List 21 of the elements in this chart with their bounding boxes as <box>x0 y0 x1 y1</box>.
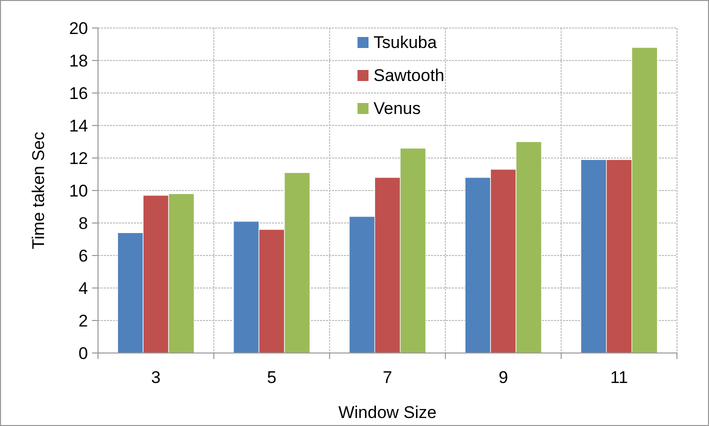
y-tick-label: 10 <box>69 181 88 200</box>
x-tick-label: 7 <box>382 368 392 387</box>
x-axis-title: Window Size <box>338 403 437 422</box>
y-tick-label: 4 <box>78 278 88 298</box>
y-tick-label: 2 <box>78 311 88 330</box>
x-tick-label: 3 <box>151 368 161 387</box>
x-tick-label: 5 <box>266 368 276 387</box>
legend-label: Sawtooth <box>374 66 444 85</box>
x-tick-label: 9 <box>498 368 508 387</box>
legend-label: Venus <box>374 99 421 118</box>
y-axis-title: Time taken Sec <box>29 131 48 250</box>
y-tick-label: 0 <box>78 344 88 363</box>
y-tick-label: 16 <box>69 84 88 103</box>
y-tick-label: 12 <box>69 148 88 168</box>
y-tick-label: 18 <box>69 51 88 70</box>
y-tick-label: 14 <box>69 116 88 136</box>
y-tick-label: 20 <box>69 18 88 38</box>
y-tick-label: 8 <box>78 214 88 233</box>
y-tick-label: 6 <box>78 246 88 266</box>
x-tick-label: 11 <box>610 368 628 387</box>
legend-label: Tsukuba <box>374 33 438 52</box>
